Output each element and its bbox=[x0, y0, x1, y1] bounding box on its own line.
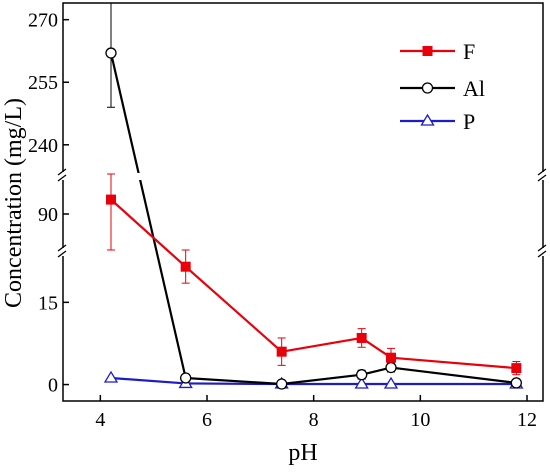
axis-break-mark bbox=[537, 244, 547, 252]
series-f-point bbox=[180, 261, 191, 272]
series-al-line-segment bbox=[281, 373, 362, 386]
series-f-point bbox=[386, 352, 396, 363]
series-break-gap bbox=[132, 173, 144, 180]
series-al-line-segment bbox=[109, 52, 187, 379]
series-al-point bbox=[356, 369, 368, 381]
axis-break-gap bbox=[539, 172, 547, 180]
legend-f-marker bbox=[422, 46, 433, 56]
series-p-point bbox=[383, 376, 399, 389]
series-al-line-segment bbox=[390, 366, 517, 385]
series-f-line-segment bbox=[184, 265, 283, 353]
y-axis-title: Concentration (mg/L) bbox=[1, 98, 27, 308]
error-bars bbox=[107, 2, 521, 387]
axis-break-mark bbox=[57, 244, 67, 252]
legend-p-label: P bbox=[463, 109, 475, 134]
series-f-line-segment bbox=[281, 336, 362, 353]
x-tick-label: 4 bbox=[95, 409, 105, 431]
series-p-line-segment bbox=[110, 376, 186, 385]
series-p-point bbox=[103, 370, 119, 383]
series-markers bbox=[103, 47, 524, 390]
axis-break-gap bbox=[59, 248, 67, 256]
axis-break-mark bbox=[537, 174, 547, 182]
legend-p-marker bbox=[420, 113, 435, 126]
series-al-point bbox=[276, 378, 288, 390]
x-tick-label: 12 bbox=[517, 409, 537, 431]
y-tick-label: 90 bbox=[38, 204, 58, 226]
axis-break-gap bbox=[539, 248, 547, 256]
series-f-point bbox=[276, 346, 287, 357]
series-al-point bbox=[385, 361, 397, 374]
series-al-point bbox=[510, 377, 522, 389]
x-tick-label: 6 bbox=[202, 409, 212, 431]
series-f-point bbox=[356, 332, 367, 343]
axis-break-gap bbox=[59, 172, 67, 180]
y-tick-label: 0 bbox=[48, 375, 58, 397]
y-tick-label: 240 bbox=[28, 135, 58, 157]
x-tick-label: 8 bbox=[309, 409, 319, 431]
series-lines bbox=[109, 52, 517, 386]
series-al-line-segment bbox=[185, 376, 282, 386]
plot-frame bbox=[62, 2, 544, 402]
y-tick-label: 255 bbox=[28, 72, 58, 94]
series-f-line-segment bbox=[110, 198, 187, 268]
legend: F Al P bbox=[400, 39, 485, 134]
axis-break-mark bbox=[57, 250, 67, 258]
x-tick-label: 10 bbox=[410, 409, 430, 431]
y-tick-label: 270 bbox=[28, 10, 58, 32]
series-al-point bbox=[180, 372, 192, 384]
axis-break-mark bbox=[537, 250, 547, 258]
legend-al-label: Al bbox=[463, 76, 485, 101]
legend-al-marker bbox=[421, 82, 434, 94]
series-f-point bbox=[106, 194, 116, 205]
axis-breaks bbox=[57, 168, 547, 258]
axis-break-mark bbox=[57, 174, 67, 182]
legend-f-label: F bbox=[463, 39, 475, 64]
series-al-point bbox=[105, 47, 117, 59]
series-f-point bbox=[511, 363, 522, 374]
x-axis-title: pH bbox=[288, 440, 317, 466]
tick-layer: 4 6 8 10 12 0 15 90 240 255 270 bbox=[28, 10, 537, 431]
axis-break-mark bbox=[537, 168, 547, 176]
series-p-point bbox=[354, 376, 369, 389]
y-tick-label: 15 bbox=[38, 292, 58, 314]
series-f-line-segment bbox=[390, 356, 517, 370]
axis-break-mark bbox=[57, 168, 67, 176]
series-break-gap bbox=[143, 249, 155, 256]
